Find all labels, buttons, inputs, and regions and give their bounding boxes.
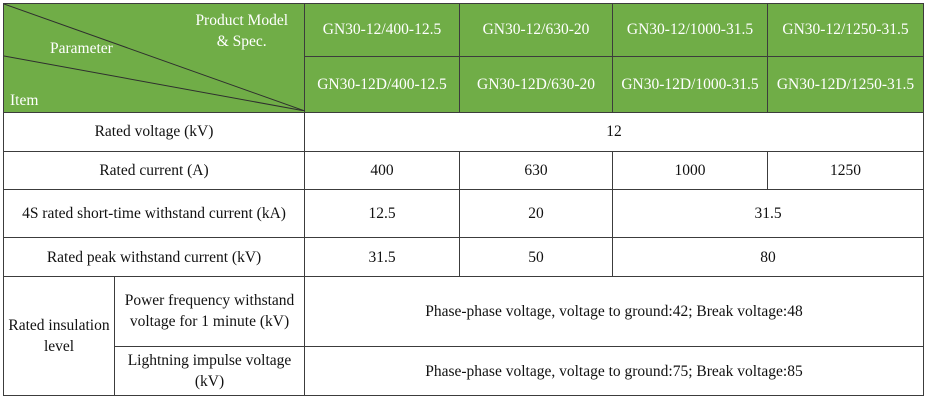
spec-table: Product Model & Spec. Parameter Item GN3… [3,3,924,397]
row-label: Rated peak withstand current (kV) [3,237,305,277]
item-label: Item [10,92,39,109]
row-label: 4S rated short-time withstand current (k… [3,189,305,239]
parameter-label: Parameter [50,40,113,57]
product-model-line-2: & Spec. [216,33,267,50]
insulation-group-label: Rated insulation level [3,275,115,397]
row-label: Rated current (A) [3,150,305,191]
row-rated-current: Rated current (A) 400 630 1000 1250 [3,150,924,191]
product-model-line-1: Product Model [195,12,288,29]
sub-row-label: Power frequency withstand voltage for 1 … [114,275,305,348]
model-cell-top: GN30-12/400-12.5 [304,3,460,57]
row-label: Rated voltage (kV) [3,111,305,152]
row-peak-current: Rated peak withstand current (kV) 31.5 5… [3,237,924,277]
value-cell: 31.5 [612,189,924,239]
model-cell-bottom: GN30-12D/400-12.5 [304,55,460,113]
value-cell: 12 [304,111,924,152]
model-cell-top: GN30-12/1000-31.5 [612,3,768,57]
row-short-time-current: 4S rated short-time withstand current (k… [3,189,924,239]
row-power-frequency: Rated insulation level Power frequency w… [3,275,924,397]
model-cell-bottom: GN30-12D/1250-31.5 [767,55,924,113]
model-cell-bottom: GN30-12D/630-20 [459,55,613,113]
value-cell: 31.5 [304,237,460,277]
header-row-bottom: GN30-12D/400-12.5 GN30-12D/630-20 GN30-1… [4,55,924,113]
header-row-top: Product Model & Spec. Parameter Item GN3… [3,3,924,113]
model-cell-top: GN30-12/630-20 [459,3,613,57]
value-cell: 400 [304,150,460,191]
sub-row-label: Lightning impulse voltage (kV) [114,346,305,396]
product-model-label: Product Model & Spec. [195,10,288,52]
value-cell: 12.5 [304,189,460,239]
value-cell: 1250 [767,150,924,191]
value-cell: Phase-phase voltage, voltage to ground:7… [304,346,924,396]
model-cell-top: GN30-12/1250-31.5 [767,3,924,57]
value-cell: 50 [459,237,613,277]
model-cell-bottom: GN30-12D/1000-31.5 [612,55,768,113]
row-lightning-impulse: Lightning impulse voltage (kV) Phase-pha… [4,346,924,396]
value-cell: Phase-phase voltage, voltage to ground:4… [304,275,924,348]
value-cell: 20 [459,189,613,239]
diagonal-lines [4,4,305,111]
value-cell: 80 [612,237,924,277]
value-cell: 1000 [612,150,768,191]
row-rated-voltage: Rated voltage (kV) 12 [3,111,924,152]
value-cell: 630 [459,150,613,191]
diagonal-header-cell: Product Model & Spec. Parameter Item [3,3,305,113]
